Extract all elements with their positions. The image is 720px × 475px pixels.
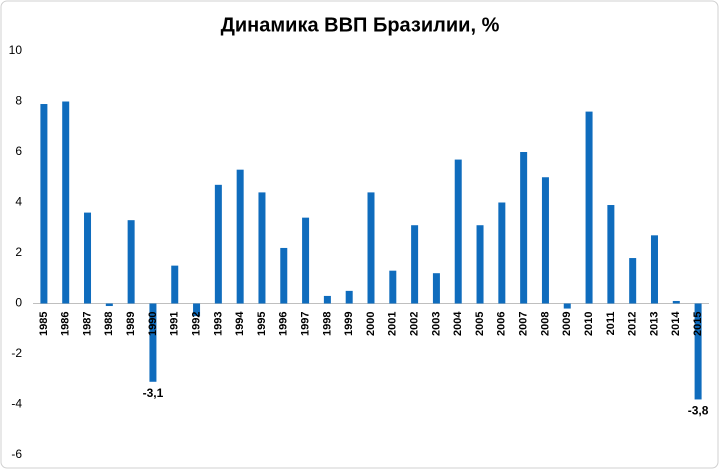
bar: [629, 258, 637, 304]
bar: [302, 217, 310, 304]
bar: [432, 273, 440, 304]
y-tick-label: 2: [15, 245, 22, 259]
x-tick-label: 2004: [452, 311, 464, 336]
x-tick-label: 1999: [343, 312, 355, 336]
x-tick-label: 2014: [670, 311, 682, 336]
x-tick-label: 1985: [38, 312, 50, 336]
y-tick-label: 8: [15, 94, 22, 108]
bar: [650, 235, 658, 304]
x-tick-label: 1998: [321, 312, 333, 336]
bar: [323, 295, 331, 304]
x-tick-label: 2011: [605, 312, 617, 336]
bar: [171, 265, 179, 304]
bar: [258, 192, 266, 304]
bar: [193, 303, 201, 317]
x-tick-label: 1997: [299, 312, 311, 336]
bar: [563, 303, 571, 309]
bar: [520, 152, 528, 304]
bar: [476, 225, 484, 304]
chart-title: Динамика ВВП Бразилии, %: [221, 14, 500, 36]
bar: [585, 111, 593, 304]
x-tick-label: 2008: [539, 312, 551, 336]
y-tick-label: -4: [11, 397, 22, 411]
bar: [389, 270, 397, 304]
y-tick-label: 4: [15, 195, 22, 209]
x-tick-label: 2007: [518, 312, 530, 336]
bar: [541, 177, 549, 304]
y-tick-label: 10: [9, 43, 23, 57]
x-tick-label: 1986: [60, 312, 72, 336]
value-label: -3,8: [688, 404, 709, 418]
y-tick-label: 0: [15, 296, 22, 310]
x-tick-label: 1987: [81, 312, 93, 336]
y-tick-label: -6: [11, 447, 22, 461]
x-tick-label: 2013: [648, 312, 660, 336]
bar: [411, 225, 419, 304]
bar: [236, 169, 244, 304]
x-tick-label: 2000: [365, 312, 377, 336]
bar: [672, 300, 680, 304]
x-tick-label: 2005: [474, 312, 486, 336]
bar: [40, 104, 48, 304]
bar: [214, 184, 222, 304]
x-tick-label: 2003: [430, 312, 442, 336]
bar: [84, 212, 92, 304]
value-label: -3,1: [143, 386, 164, 400]
x-tick-label: 2012: [627, 312, 639, 336]
x-tick-label: 2010: [583, 312, 595, 336]
bar: [498, 202, 506, 304]
x-tick-label: 2001: [387, 312, 399, 336]
x-tick-label: 1993: [212, 312, 224, 336]
x-tick-label: 1991: [169, 312, 181, 336]
bar: [62, 101, 70, 304]
bar: [149, 303, 157, 382]
bar: [105, 303, 113, 307]
y-tick-label: -2: [11, 346, 22, 360]
bar: [280, 247, 288, 304]
bar: [607, 205, 615, 304]
x-tick-label: 1994: [234, 311, 246, 336]
x-tick-label: 1990: [147, 312, 159, 336]
x-tick-label: 1989: [125, 312, 137, 336]
bar: [694, 303, 702, 400]
bar: [127, 220, 135, 304]
x-tick-label: 2015: [692, 312, 704, 336]
bar: [345, 290, 353, 304]
bar: [367, 192, 375, 304]
x-tick-label: 1992: [190, 312, 202, 336]
x-tick-label: 2009: [561, 312, 573, 336]
y-tick-label: 6: [15, 144, 22, 158]
x-tick-label: 2006: [496, 312, 508, 336]
x-tick-label: 1988: [103, 312, 115, 336]
x-tick-label: 1996: [278, 312, 290, 336]
bar: [454, 159, 462, 304]
x-tick-label: 1995: [256, 312, 268, 336]
x-tick-label: 2002: [409, 312, 421, 336]
